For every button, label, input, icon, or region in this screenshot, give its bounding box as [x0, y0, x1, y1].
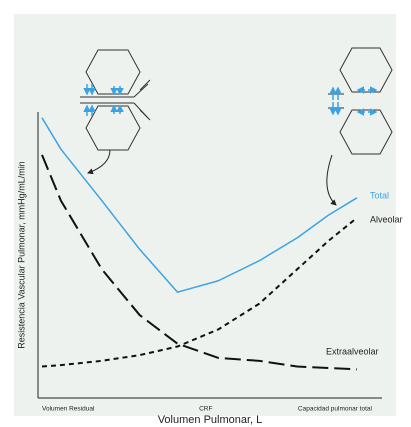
x-tick-label: Volumen Residual: [42, 406, 95, 413]
series-label: Alveolar: [370, 214, 403, 224]
y-axis-title: Resistencia Vascular Pulmonar, mmHg/mL/m…: [16, 161, 26, 348]
series-label: Extraalveolar: [326, 346, 379, 356]
x-tick-label: CRF: [199, 406, 212, 413]
chart: Volumen Pulmonar, L Resistencia Vascular…: [0, 0, 411, 427]
x-axis-title: Volumen Pulmonar, L: [158, 414, 263, 426]
series-label: Total: [370, 190, 389, 200]
x-tick-label: Capacidad pulmonar total: [298, 406, 373, 413]
